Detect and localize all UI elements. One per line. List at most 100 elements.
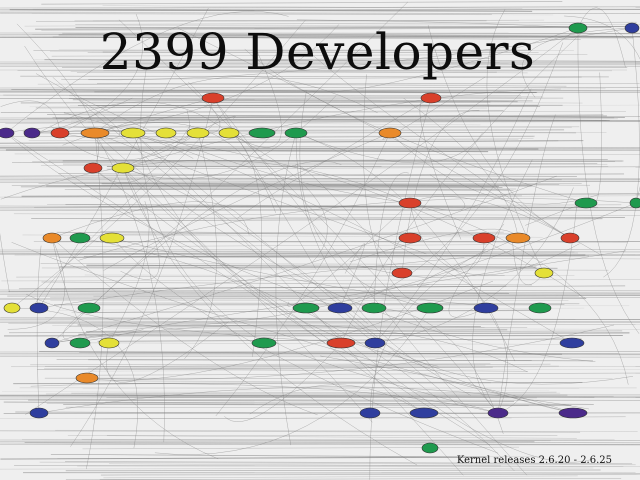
connection-curve xyxy=(349,228,519,263)
connection-curve xyxy=(497,114,556,414)
edge-line xyxy=(84,274,575,276)
connection-curve xyxy=(287,202,411,307)
edge-line xyxy=(49,255,640,260)
kernel-release-caption: Kernel releases 2.6.20 - 2.6.25 xyxy=(456,455,612,466)
connection-curve xyxy=(472,159,533,414)
edge-line xyxy=(0,441,640,444)
edge-line xyxy=(104,368,529,372)
connection-curve xyxy=(51,237,219,460)
edge-line xyxy=(41,281,533,286)
developer-node xyxy=(629,197,640,209)
developer-node xyxy=(574,197,598,209)
edge-line xyxy=(0,110,504,113)
developer-node xyxy=(3,302,21,314)
developer-node xyxy=(248,127,276,139)
connection-curve xyxy=(86,280,494,381)
connection-curve xyxy=(374,187,574,344)
connection-curve xyxy=(521,27,633,98)
edge-line xyxy=(87,51,520,53)
edge-line xyxy=(11,184,560,186)
connection-curve xyxy=(274,340,499,414)
edge-line xyxy=(49,50,574,52)
connection-curve xyxy=(374,88,532,344)
edge-line xyxy=(50,453,489,458)
edge-line xyxy=(11,89,538,93)
edge-line xyxy=(13,382,583,385)
developer-node xyxy=(98,337,120,349)
connection-curve xyxy=(224,342,342,422)
connection-curve xyxy=(120,167,160,280)
edge-line xyxy=(0,116,640,119)
connection-curve xyxy=(62,97,214,146)
connection-curve xyxy=(38,257,465,309)
connection-curve xyxy=(132,132,459,406)
edge-line xyxy=(106,327,640,330)
edge-line xyxy=(69,95,522,99)
developer-node xyxy=(75,372,99,384)
edge-line xyxy=(33,241,628,243)
edge-line xyxy=(35,20,487,22)
connection-curve xyxy=(215,132,391,417)
edge-line xyxy=(0,86,640,89)
connection-curve xyxy=(140,68,265,344)
edge-line xyxy=(0,439,640,441)
edge-line xyxy=(0,351,640,353)
edge-line xyxy=(24,24,640,27)
edge-line xyxy=(99,135,534,139)
connection-curve xyxy=(339,307,634,385)
connection-curve xyxy=(11,242,574,414)
edge-line xyxy=(39,351,563,355)
edge-line xyxy=(0,88,606,92)
edge-line xyxy=(24,441,535,443)
edge-line xyxy=(32,6,599,10)
developer-node xyxy=(83,162,103,174)
edge-line xyxy=(0,12,640,15)
edge-line xyxy=(34,204,622,208)
connection-curve xyxy=(24,45,425,414)
connection-curve xyxy=(577,7,626,68)
edge-line xyxy=(9,9,533,12)
edge-line xyxy=(44,365,640,370)
connection-curve xyxy=(228,132,328,264)
edge-line xyxy=(0,6,640,9)
connection-curve xyxy=(373,172,409,309)
edge-line xyxy=(44,363,551,367)
edge-line xyxy=(65,203,513,208)
connection-curve xyxy=(51,1,409,344)
connection-curve xyxy=(237,97,432,219)
connection-curve xyxy=(33,101,230,136)
edge-line xyxy=(100,231,515,235)
edge-line xyxy=(0,119,640,121)
edge-line xyxy=(1,279,640,282)
connection-curve xyxy=(122,167,418,466)
connection-curve xyxy=(320,355,574,414)
edge-line xyxy=(0,147,539,150)
edge-line xyxy=(18,285,626,290)
edge-line xyxy=(0,178,640,180)
connection-curve xyxy=(409,202,629,385)
edge-line xyxy=(35,26,612,30)
edge-line xyxy=(21,193,640,197)
edge-line xyxy=(8,322,640,325)
edge-line xyxy=(0,208,640,211)
developer-node xyxy=(559,337,585,349)
edge-line xyxy=(65,460,633,465)
connection-curve xyxy=(409,174,466,211)
edge-line xyxy=(0,251,489,255)
edge-line xyxy=(0,317,576,320)
developer-node xyxy=(364,337,386,349)
edge-line xyxy=(96,380,491,384)
edge-line xyxy=(106,166,640,170)
edge-line xyxy=(82,446,520,450)
edge-line xyxy=(55,429,638,432)
connection-curve xyxy=(38,7,209,309)
connection-curve xyxy=(340,29,585,344)
edge-line xyxy=(92,416,626,420)
developer-node xyxy=(251,337,277,349)
edge-line xyxy=(0,36,640,38)
connection-curve xyxy=(5,11,289,134)
connection-curve xyxy=(63,112,573,344)
connection-curve xyxy=(339,42,564,309)
